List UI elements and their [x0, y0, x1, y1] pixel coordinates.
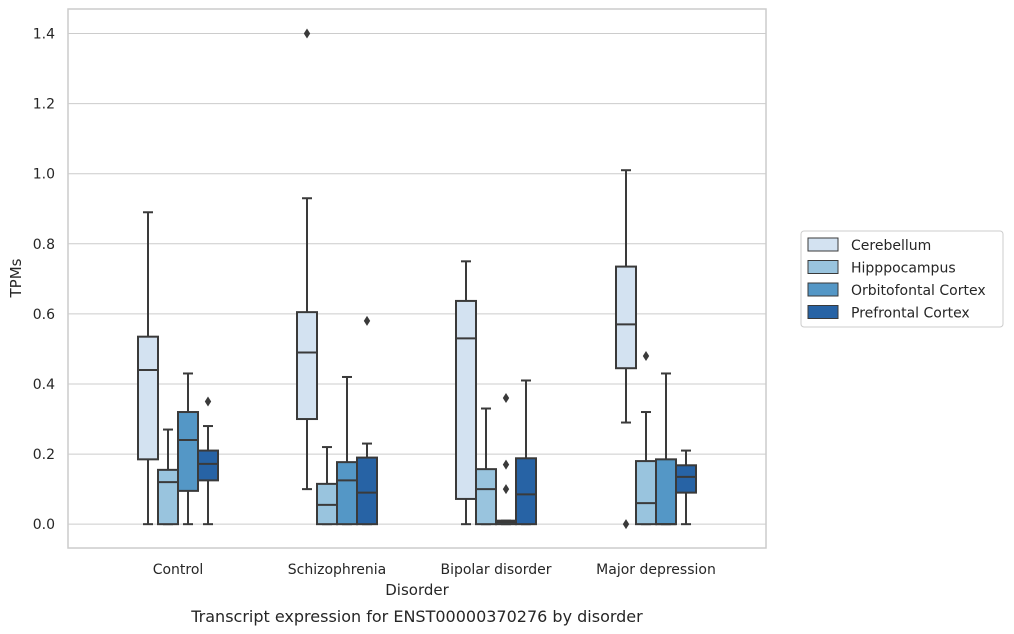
box-iqr: [515, 457, 537, 526]
outlier-point: [502, 393, 510, 404]
series-orbitofontal-cortex: [177, 372, 677, 526]
box-schizophrenia: [356, 315, 378, 526]
outlier-point: [303, 28, 311, 39]
series-cerebellum: [137, 28, 637, 530]
figure-caption: Transcript expression for ENST0000037027…: [190, 607, 643, 626]
y-tick-label: 0.6: [33, 307, 55, 323]
box-bipolar-disorder: [515, 379, 537, 526]
x-tick-label: Bipolar disorder: [440, 562, 551, 578]
outlier-point: [502, 459, 510, 470]
box-control: [157, 428, 179, 526]
legend-swatch: [807, 282, 839, 297]
box-iqr: [675, 464, 697, 494]
box-iqr: [296, 311, 318, 421]
box-iqr: [475, 468, 497, 526]
box-bipolar-disorder: [455, 260, 477, 526]
box-iqr: [655, 458, 677, 526]
legend-swatch: [807, 305, 839, 319]
outlier-point: [642, 350, 650, 361]
y-tick-label: 0.2: [33, 447, 55, 463]
box-iqr: [177, 411, 199, 492]
x-tick-label: Control: [153, 562, 204, 578]
outlier-point: [363, 315, 371, 326]
legend-swatch: [807, 237, 839, 252]
x-tick-label: Major depression: [596, 562, 716, 578]
box-iqr: [356, 456, 378, 526]
box-control: [197, 396, 219, 526]
y-axis-label: TPMs: [7, 258, 25, 298]
box-schizophrenia: [296, 28, 318, 491]
box-major-depression: [655, 372, 677, 526]
y-tick-label: 1.0: [33, 167, 55, 183]
box-iqr: [197, 449, 219, 482]
box-iqr: [635, 460, 657, 526]
box-iqr: [157, 468, 179, 526]
x-tick-label: Schizophrenia: [288, 562, 386, 578]
series-hipppocampus: [157, 350, 657, 526]
box-series: [137, 28, 697, 530]
legend-items: Cerebellum Hipppocampus Orbitofontal Corte…: [807, 237, 986, 322]
x-axis-label: Disorder: [385, 581, 449, 599]
plot-frame: [67, 8, 767, 549]
legend-frame: [800, 230, 1004, 328]
box-control: [137, 211, 159, 526]
legend: Cerebellum Hipppocampus Orbitofontal Corte…: [800, 230, 1004, 328]
box-schizophrenia: [336, 375, 358, 526]
legend-label: Hipppocampus: [851, 261, 956, 277]
x-tick-labels: Control Schizophrenia Bipolar disorder Majo…: [153, 562, 716, 578]
box-iqr: [137, 335, 159, 461]
box-control: [177, 372, 199, 526]
legend-label: Prefrontal Cortex: [851, 306, 970, 322]
outlier-point: [622, 519, 630, 530]
box-bipolar-disorder: [495, 393, 517, 526]
box-iqr: [336, 461, 358, 526]
box-major-depression: [615, 169, 637, 530]
legend-label: Orbitofontal Cortex: [851, 283, 986, 299]
box-schizophrenia: [316, 446, 338, 526]
outlier-point: [204, 396, 212, 407]
legend-label: Cerebellum: [851, 238, 931, 254]
legend-swatch: [807, 260, 839, 274]
box-iqr: [455, 299, 477, 500]
y-tick-label: 1.4: [33, 27, 55, 43]
y-tick-label: 0.4: [33, 377, 55, 393]
box-bipolar-disorder: [475, 407, 497, 526]
y-tick-label: 0.8: [33, 237, 55, 253]
box-major-depression: [675, 449, 697, 526]
y-tick-labels: 0.0 0.2 0.4 0.6 0.8 1.0 1.2 1.4: [33, 27, 55, 534]
box-iqr: [615, 265, 637, 370]
y-tick-label: 0.0: [33, 517, 55, 533]
y-tick-label: 1.2: [33, 97, 55, 113]
series-prefrontal-cortex: [197, 315, 697, 526]
outlier-point: [502, 484, 510, 495]
